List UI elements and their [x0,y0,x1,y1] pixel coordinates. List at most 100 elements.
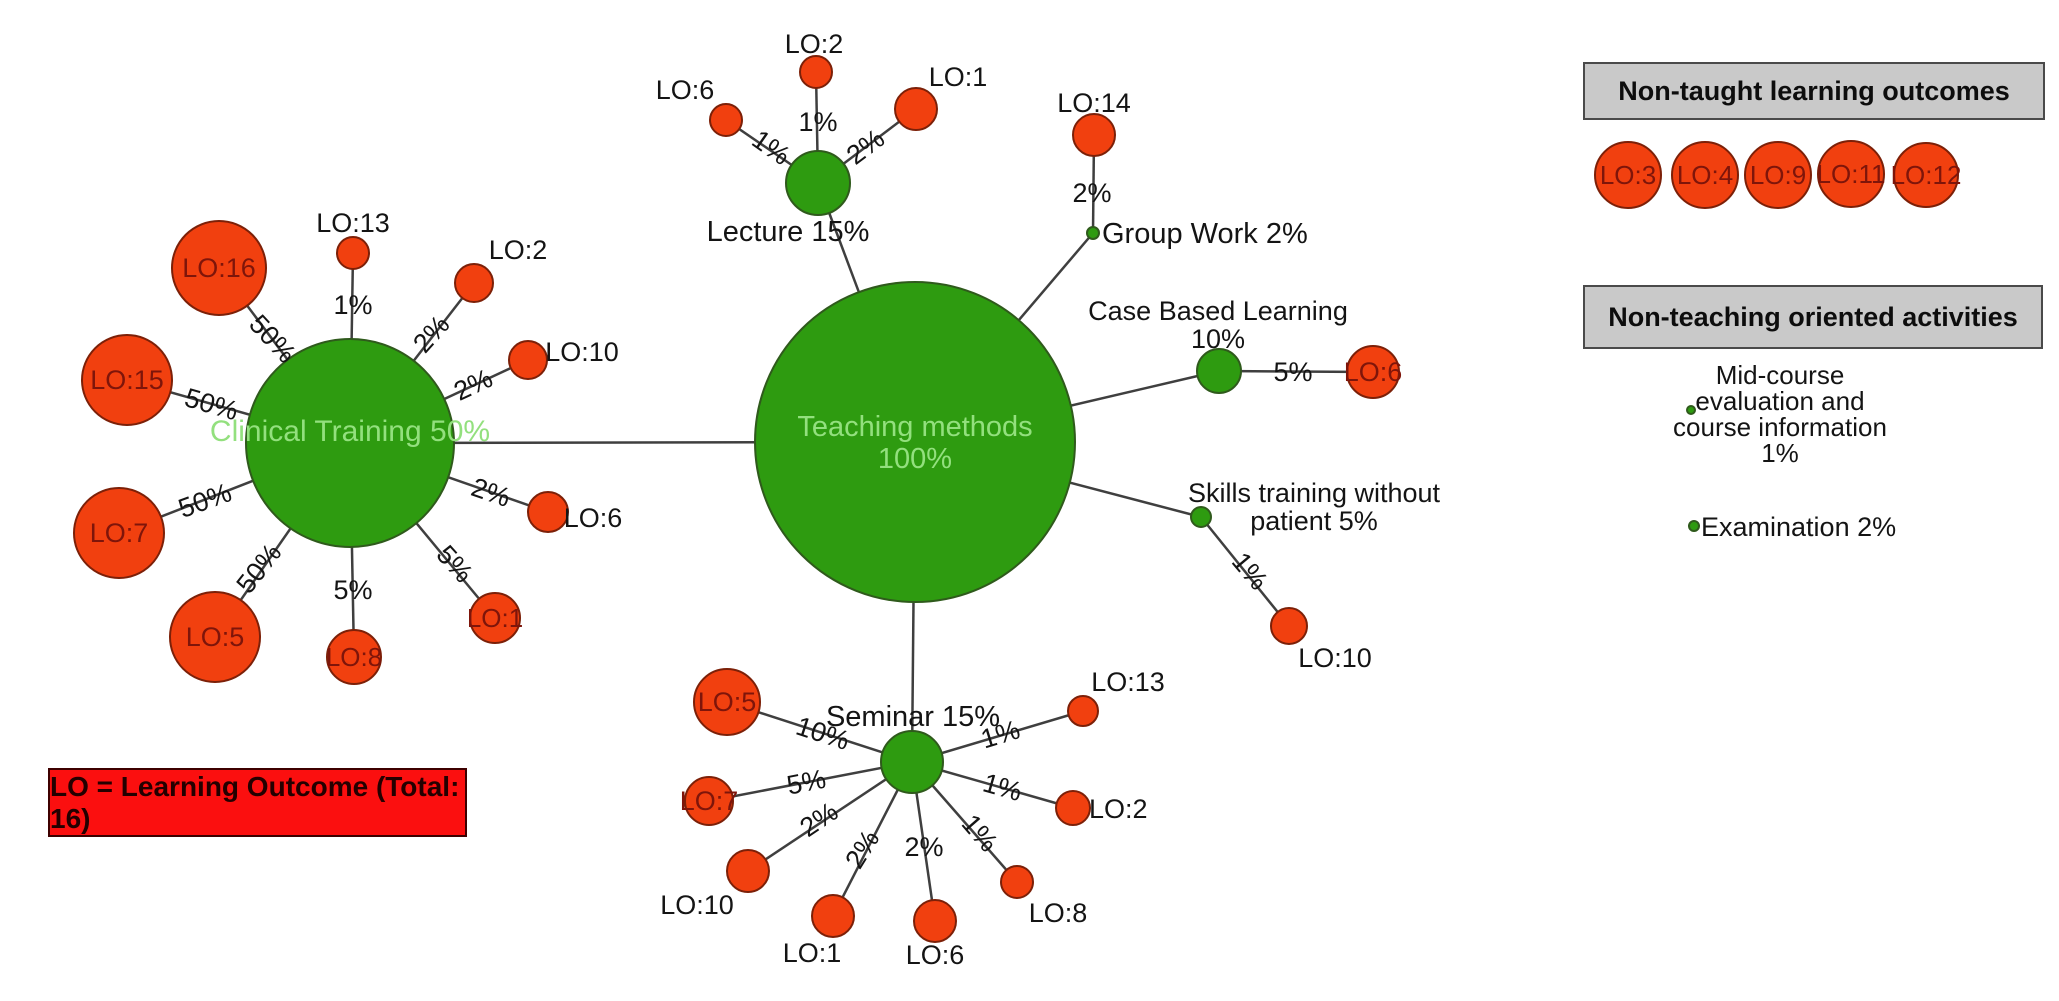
label-act_midcourse-line3: course information [1673,412,1887,442]
label-cl_lo15: LO:15 [90,365,164,395]
node-sem_lo7 [684,776,734,826]
node-skills [1190,506,1212,528]
edge-label-skills-sk_lo10: 1% [1226,547,1274,596]
label-nt_lo4: LO:4 [1677,160,1733,190]
label-lec_lo2: LO:2 [785,29,844,59]
node-act_midcourse [1686,405,1696,415]
node-nt_lo11 [1817,140,1885,208]
label-sem_lo13: LO:13 [1091,667,1165,697]
node-lo14 [1072,113,1116,157]
node-sem_lo2 [1055,790,1091,826]
node-nt_lo12 [1893,142,1959,208]
non-teaching-activities-header: Non-teaching oriented activities [1583,285,2043,349]
non-taught-outcomes-header: Non-taught learning outcomes [1583,62,2045,120]
node-teaching [754,281,1076,603]
node-sem_lo1 [811,894,855,938]
label-sem_lo6: LO:6 [906,940,965,970]
node-lec_lo6 [709,103,743,137]
label-act_midcourse-line2: evaluation and [1695,386,1864,416]
label-act_midcourse-line4: 1% [1761,438,1799,468]
label-seminar: Seminar 15% [826,701,1000,733]
node-cl_lo8 [326,629,382,685]
node-sem_lo5 [693,668,761,736]
node-cl_lo16 [171,220,267,316]
legend-box: LO = Learning Outcome (Total: 16) [48,768,467,837]
label-nt_lo3: LO:3 [1600,160,1656,190]
label-sem_lo8: LO:8 [1029,898,1088,928]
node-sem_lo6 [913,899,957,943]
label-cbl_lo6: LO:6 [1344,357,1403,387]
edge-label-lecture-lec_lo2: 1% [798,107,837,137]
node-lecture [785,150,851,216]
node-nt_lo3 [1594,141,1662,209]
label-skills-line2: patient 5% [1250,506,1378,536]
label-nt_lo11: LO:11 [1817,159,1886,189]
label-skills-line1: Skills training without [1188,478,1441,508]
label-cl_lo7: LO:7 [90,518,149,548]
node-nt_lo9 [1744,141,1812,209]
node-act_exam [1688,520,1700,532]
node-cl_lo10 [508,340,548,380]
node-cl_lo13 [336,236,370,270]
node-cl_lo2 [454,263,494,303]
node-sem_lo10 [726,849,770,893]
label-cl_lo13: LO:13 [316,208,390,238]
label-sem_lo2: LO:2 [1089,794,1148,824]
label-act_exam: Examination 2% [1701,512,1896,542]
edge-label-cbl-cbl_lo6: 5% [1273,357,1312,387]
edge-label-seminar-sem_lo6: 2% [904,832,943,862]
label-lec_lo6: LO:6 [656,75,715,105]
label-nt_lo12: LO:12 [1891,160,1962,190]
label-teaching-line2: 100% [878,443,952,475]
label-teaching-line1: Teaching methods [797,411,1032,443]
label-sem_lo7: LO:7 [680,786,739,816]
edge-label-seminar-sem_lo1: 2% [839,825,885,874]
node-cl_lo7 [73,487,165,579]
edge-label-seminar-sem_lo8: 1% [956,809,1004,858]
nodes-layer [73,55,1959,943]
label-lo14: LO:14 [1057,88,1131,118]
label-lec_lo1: LO:1 [929,62,988,92]
edge-label-clinical-cl_lo10: 2% [449,363,497,407]
label-lecture: Lecture 15% [707,216,870,248]
label-clinical: Clinical Training 50% [210,415,490,448]
node-clinical [245,338,455,548]
node-sk_lo10 [1270,607,1308,645]
edge-label-clinical-cl_lo7: 50% [174,477,235,524]
label-cl_lo1: LO:1 [467,603,523,633]
edge-label-seminar-sem_lo2: 1% [980,768,1026,808]
edge-seminar-sem_lo7 [708,760,913,803]
edge-label-groupwork-lo14: 2% [1072,178,1111,208]
node-sem_lo8 [1000,865,1034,899]
label-cbl-line1: Case Based Learning [1088,296,1348,326]
edge-label-clinical-cl_lo8: 5% [333,575,372,605]
label-act_midcourse-line1: Mid-course [1716,360,1845,390]
label-nt_lo9: LO:9 [1750,160,1806,190]
label-cl_lo16: LO:16 [182,253,256,283]
label-sem_lo1: LO:1 [783,938,842,968]
node-cl_lo15 [81,334,173,426]
node-cbl_lo6 [1346,345,1400,399]
edge-label-clinical-cl_lo1: 5% [430,539,478,588]
label-cl_lo2: LO:2 [489,235,548,265]
node-cl_lo6 [527,491,569,533]
edge-label-clinical-cl_lo13: 1% [333,290,372,320]
label-cl_lo5: LO:5 [186,622,245,652]
node-nt_lo4 [1671,141,1739,209]
node-lec_lo1 [894,87,938,131]
label-cl_lo10: LO:10 [545,337,619,367]
edge-skills-sk_lo10 [1200,516,1290,627]
label-sem_lo5: LO:5 [698,687,757,717]
label-sem_lo10: LO:10 [660,890,734,920]
label-cbl-line2: 10% [1191,324,1245,354]
node-groupwork [1086,226,1100,240]
label-cl_lo6: LO:6 [564,503,623,533]
node-lec_lo2 [799,55,833,89]
edge-label-lecture-lec_lo1: 2% [841,123,890,170]
node-seminar [880,730,944,794]
edge-label-clinical-cl_lo6: 2% [468,472,515,513]
node-sem_lo13 [1067,695,1099,727]
